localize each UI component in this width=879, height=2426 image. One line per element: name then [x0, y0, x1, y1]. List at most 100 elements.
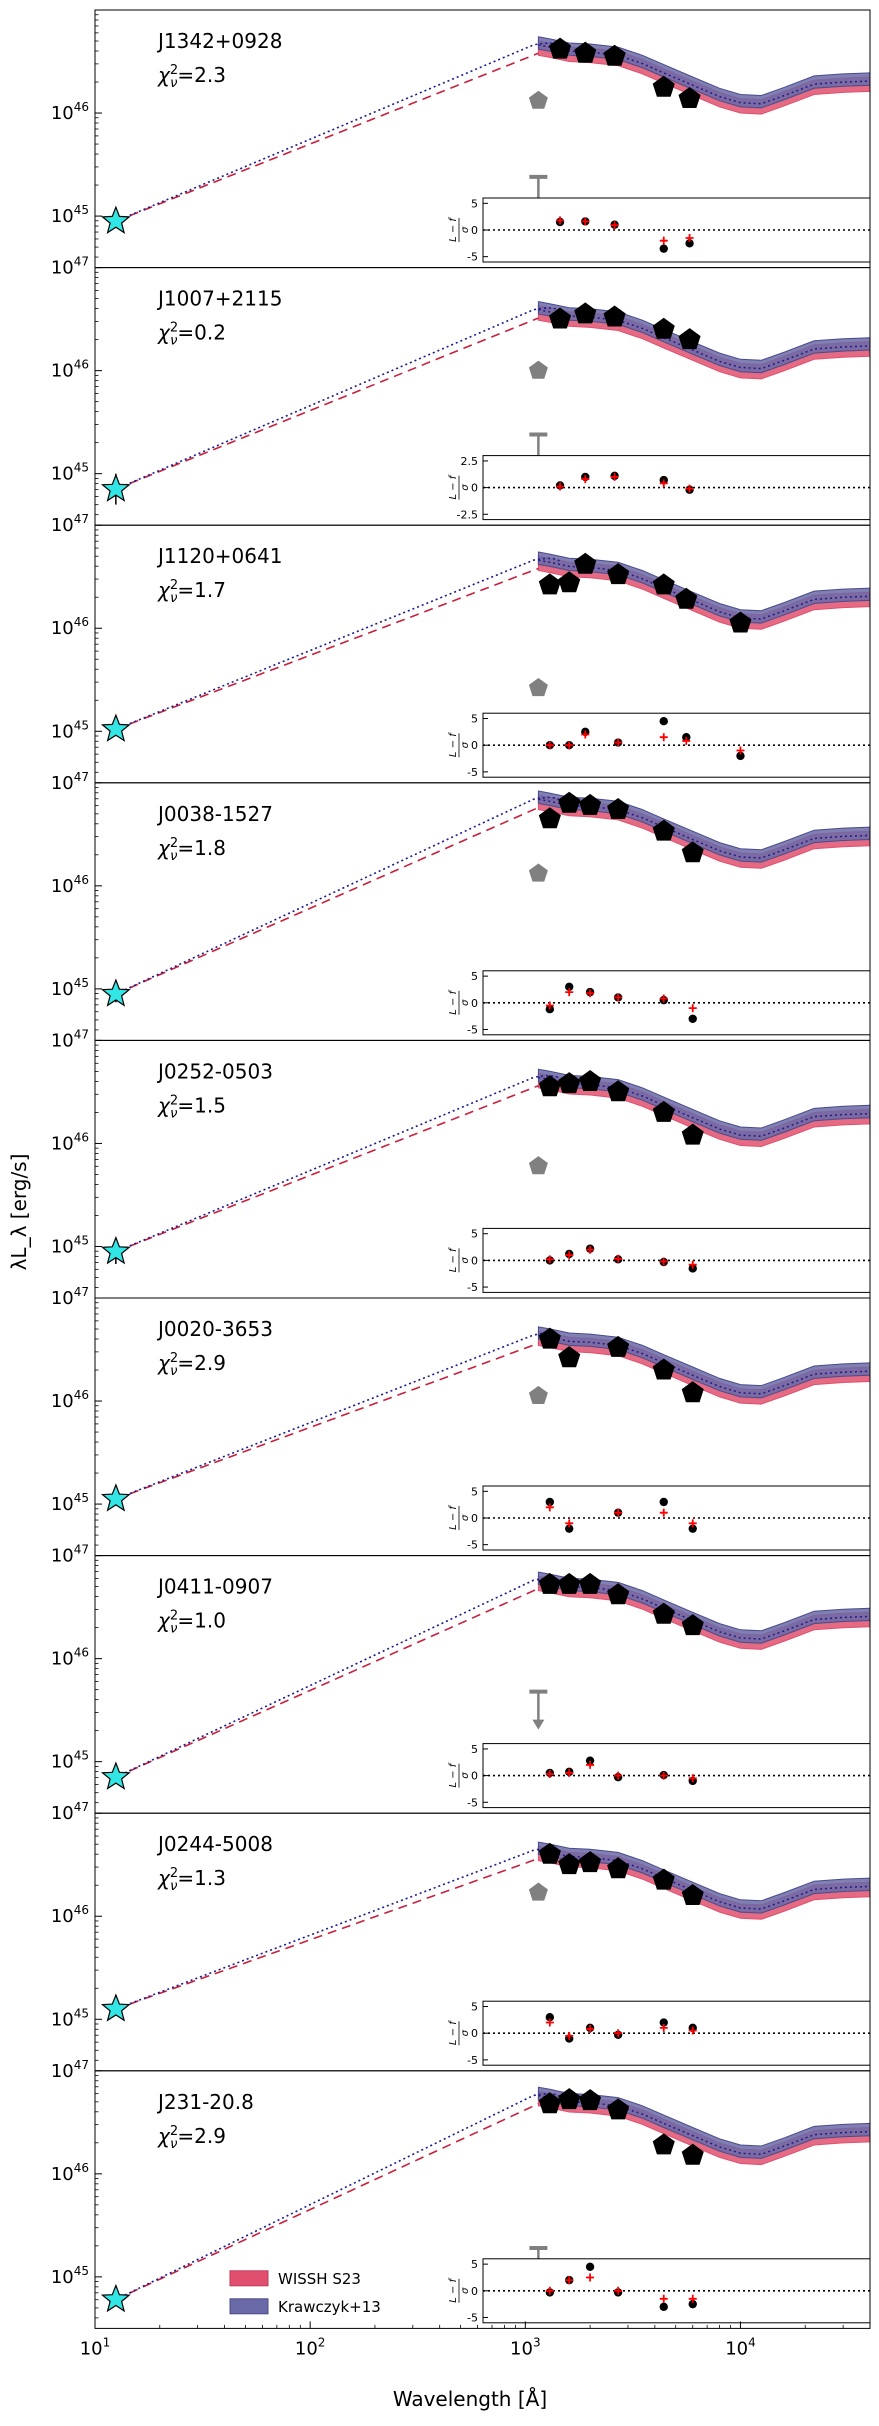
- svg-text:1047: 1047: [51, 255, 89, 279]
- svg-text:L − f: L − f: [448, 217, 459, 242]
- radio-luminosity-marker: [100, 1483, 131, 1512]
- photometry-marker: [538, 807, 561, 829]
- photometry-marker: [678, 86, 701, 108]
- y-tick-label: 1045: [51, 2264, 89, 2288]
- residual-model-marker: [545, 1770, 554, 1778]
- svg-text:1047: 1047: [51, 1543, 89, 1567]
- y-tick-label: 1047: [51, 2058, 89, 2082]
- residual-tick-label: 5: [471, 1743, 478, 1756]
- quasar-name-label: J0038-1527: [156, 802, 273, 826]
- residual-model-marker: [659, 994, 668, 1003]
- residual-model-marker: [565, 1519, 574, 1528]
- uv-photometry-marker: [528, 90, 548, 109]
- photometry-marker: [579, 2089, 602, 2111]
- panel-plot-area: [100, 790, 870, 1007]
- photometry-marker: [574, 41, 597, 63]
- x-axis: 101 102 103 104: [80, 2321, 871, 2359]
- residual-model-marker: [565, 741, 574, 750]
- photometry-marker: [607, 2098, 630, 2120]
- radio-luminosity-marker: [100, 978, 131, 1007]
- svg-text:1047: 1047: [51, 1800, 89, 1824]
- residual-model-marker: [586, 989, 595, 998]
- residual-data-point: [659, 717, 668, 726]
- x-tick-label: 104: [725, 2335, 756, 2359]
- x-axis-label: Wavelength [Å]: [393, 2387, 547, 2411]
- x-tick-label: 103: [510, 2335, 541, 2359]
- y-tick-label: 1047: [51, 512, 89, 536]
- quasar-name-label: J0020-3653: [156, 1317, 273, 1341]
- svg-text:1046: 1046: [51, 358, 89, 382]
- photometry-marker: [579, 793, 602, 815]
- photometry-marker: [681, 1883, 704, 1905]
- photometry-marker: [538, 2092, 561, 2114]
- residual-model-marker: [565, 2031, 574, 2040]
- uv-photometry-marker: [528, 863, 548, 882]
- reduced-chi2-label: χ2 ν=1.5: [157, 1093, 226, 1121]
- svg-text:σ: σ: [460, 999, 471, 1006]
- residual-model-marker: [610, 221, 619, 230]
- residual-model-marker: [545, 1001, 554, 1010]
- photometry-marker: [558, 1572, 581, 1594]
- svg-text:1045: 1045: [51, 203, 89, 227]
- residual-model-marker: [659, 479, 668, 488]
- svg-text:L − f: L − f: [448, 989, 459, 1014]
- svg-text:σ: σ: [460, 484, 471, 491]
- residual-model-marker: [688, 1519, 697, 1528]
- photometry-marker: [675, 587, 698, 609]
- residual-model-marker: [659, 2023, 668, 2032]
- dashed-powerlaw-line: [115, 317, 539, 490]
- svg-text:104: 104: [725, 2335, 756, 2359]
- residual-tick-label: 0: [471, 1512, 478, 1525]
- residual-tick-label: 5: [471, 1228, 478, 1241]
- residual-model-marker: [556, 482, 565, 491]
- svg-text:1047: 1047: [51, 1285, 89, 1309]
- svg-text:L − f: L − f: [448, 1247, 459, 1272]
- residual-model-marker: [659, 1771, 668, 1780]
- residual-tick-label: -5: [467, 2311, 478, 2324]
- dotted-powerlaw-line: [115, 557, 561, 730]
- photometry-marker: [678, 328, 701, 350]
- residual-model-marker: [545, 1503, 554, 1512]
- residual-model-marker: [586, 2273, 595, 2282]
- residual-model-marker: [545, 1255, 554, 1264]
- svg-text:σ: σ: [460, 1257, 471, 1264]
- y-tick-label: 1046: [51, 873, 89, 897]
- residual-model-marker: [545, 741, 554, 750]
- svg-text:1046: 1046: [51, 1388, 89, 1412]
- photometry-marker: [579, 1069, 602, 1091]
- photometry-marker: [681, 1381, 704, 1403]
- reduced-chi2-label: χ2 ν=0.2: [157, 321, 226, 349]
- svg-text:1046: 1046: [51, 1130, 89, 1154]
- residual-model-marker: [688, 1004, 697, 1013]
- residual-model-marker: [545, 2018, 554, 2027]
- dashed-powerlaw-line: [115, 52, 539, 222]
- residual-model-marker: [586, 1760, 595, 1769]
- radio-luminosity-marker: [100, 205, 131, 234]
- panel-plot-area: [100, 1326, 870, 1512]
- y-tick-label: 1047: [51, 1543, 89, 1567]
- reduced-chi2-label: χ2 ν=1.3: [157, 1866, 226, 1894]
- svg-text:1045: 1045: [51, 461, 89, 485]
- svg-text:L − f: L − f: [448, 2020, 459, 2045]
- photometry-marker: [652, 573, 675, 595]
- svg-text:1046: 1046: [51, 1646, 89, 1670]
- residual-data-point: [688, 1524, 697, 1533]
- reduced-chi2-label: χ2 ν=2.9: [157, 2124, 226, 2152]
- x-tick-label: 101: [80, 2335, 111, 2359]
- residual-model-marker: [659, 2294, 668, 2303]
- dashed-powerlaw-line: [115, 2103, 539, 2301]
- best-fit-model-line: [538, 1334, 870, 1395]
- svg-text:1045: 1045: [51, 2006, 89, 2030]
- residual-tick-label: -5: [467, 2054, 478, 2067]
- residual-tick-label: 5: [471, 970, 478, 983]
- photometry-marker: [729, 611, 752, 633]
- dotted-powerlaw-line: [115, 796, 561, 995]
- residual-model-marker: [586, 1245, 595, 1254]
